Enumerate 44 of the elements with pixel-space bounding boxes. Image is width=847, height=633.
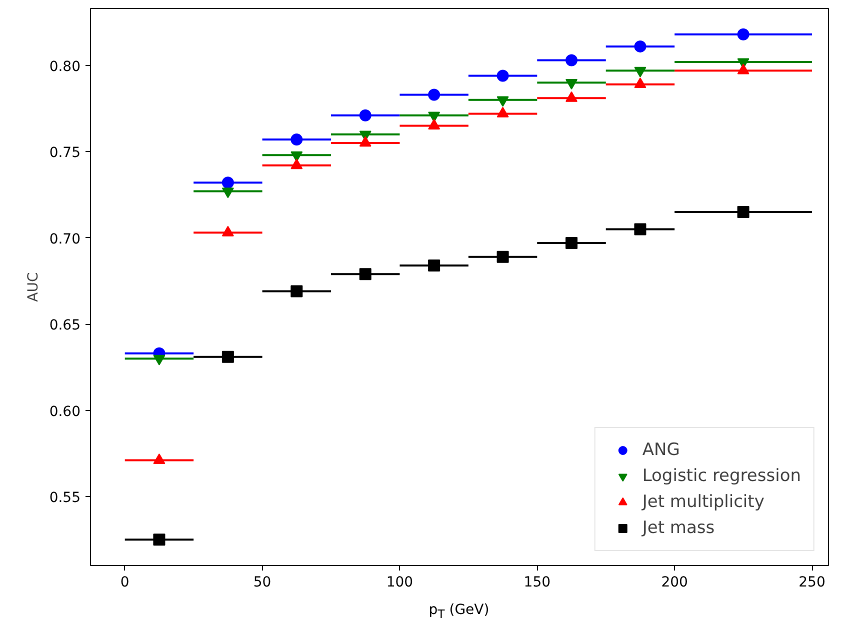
- x-tick-label: 50: [253, 574, 272, 590]
- legend-label: ANG: [642, 440, 680, 460]
- point: [737, 64, 750, 74]
- point: [496, 106, 509, 118]
- legend-label: Jet mass: [642, 518, 715, 538]
- point: [737, 206, 750, 218]
- point: [153, 354, 166, 366]
- point: [359, 268, 372, 280]
- x-axis-title: p$_{T}$ (GeV): [428, 601, 490, 622]
- point: [153, 534, 166, 546]
- point: [496, 250, 509, 263]
- point: [634, 223, 646, 236]
- point: [290, 134, 303, 146]
- point: [496, 70, 509, 82]
- point: [634, 78, 646, 88]
- y-tick-label: 0.60: [49, 404, 80, 420]
- x-tick-label: 0: [120, 574, 130, 590]
- point: [290, 158, 303, 170]
- point: [222, 176, 234, 189]
- point: [634, 40, 646, 52]
- y-axis-title: AUC: [25, 272, 42, 302]
- point: [428, 118, 440, 130]
- point: [428, 88, 440, 101]
- point: [737, 28, 750, 40]
- x-tick-label: 200: [661, 574, 688, 590]
- x-tick-label: 150: [524, 574, 551, 590]
- point: [566, 91, 578, 102]
- y-tick-label: 0.55: [49, 490, 80, 506]
- point: [428, 259, 440, 272]
- point: [290, 285, 303, 298]
- point: [359, 136, 372, 147]
- point: [359, 109, 372, 122]
- point: [222, 226, 234, 236]
- y-tick-label: 0.75: [49, 145, 80, 162]
- point: [566, 54, 578, 66]
- y-tick-label: 0.70: [49, 231, 80, 248]
- legend-label: Jet multiplicity: [642, 492, 764, 512]
- x-tick-label: 250: [798, 574, 826, 590]
- y-tick-label: 0.80: [49, 58, 80, 75]
- x-tick-label: 100: [386, 574, 414, 590]
- legend-label: Logistic regression: [642, 466, 801, 486]
- y-tick-label: 0.65: [49, 318, 80, 334]
- point: [566, 237, 578, 250]
- point: [222, 350, 234, 363]
